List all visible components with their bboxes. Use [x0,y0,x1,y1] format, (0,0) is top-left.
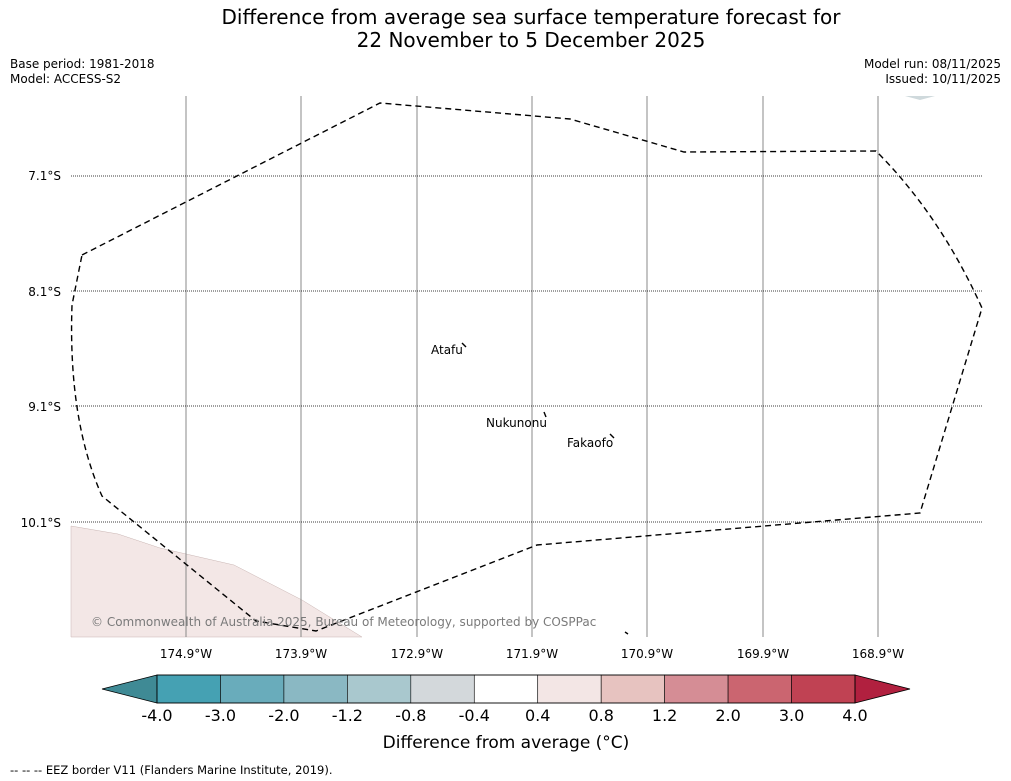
islands [461,342,629,635]
colorbar-cell [347,674,412,704]
land-speck [905,96,935,100]
atafu-island [461,342,467,348]
colorbar-tick-label: -0.4 [459,706,490,725]
parallel-lines [71,175,982,523]
model-name: Model: ACCESS-S2 [10,72,122,86]
colorbar-tick-label: 4.0 [842,706,867,725]
meta-left: Base period: 1981-2018 Model: ACCESS-S2 [10,57,155,87]
place-atafu: Atafu [431,343,463,357]
colorbar-cell [220,674,285,704]
colorbar-cell [156,674,221,704]
lon-labels: 174.9°W 173.9°W 172.9°W 171.9°W 170.9°W … [160,647,904,661]
colorbar-cell [410,674,475,704]
meta-right: Model run: 08/11/2025 Issued: 10/11/2025 [864,57,1001,87]
colorbar-tick-label: -3.0 [205,706,236,725]
lon-label: 170.9°W [621,647,673,661]
colorbar-tick-label: 0.8 [588,706,613,725]
lon-label: 171.9°W [506,647,558,661]
colorbar-tick-label: -2.0 [268,706,299,725]
colorbar-tick-label: 1.2 [652,706,677,725]
colorbar-cell [283,674,348,704]
model-run: Model run: 08/11/2025 [863,57,1001,71]
colorbar-cell [664,674,729,704]
colorbar-cell [537,674,602,704]
lat-label: 8.1°S [28,285,61,299]
colorbar-high-extend [854,674,911,704]
colorbar-cell [727,674,792,704]
colorbar-outline [156,674,856,704]
title-line-2: 22 November to 5 December 2025 [356,28,706,52]
lon-label: 173.9°W [275,647,327,661]
colorbar-tick-label: 2.0 [715,706,740,725]
colorbar: -4.0 -3.0 -2.0 -1.2 -0.8 -0.4 0.4 0.8 1.2 2.0 3.0 4… [101,674,911,725]
colorbar-low-extend [101,674,158,704]
eez-border [70,102,983,632]
colorbar-cell [791,674,856,704]
colorbar-cell [600,674,665,704]
lon-label: 168.9°W [852,647,904,661]
eez-legend-note: -- -- -- EEZ border V11 (Flanders Marine… [10,763,333,777]
title-line-1: Difference from average sea surface temp… [221,5,841,29]
colorbar-tick-label: 0.4 [525,706,550,725]
place-nukunonu: Nukunonu [486,416,547,430]
nukunonu-island [543,411,547,418]
colorbar-tick-label: -1.2 [332,706,363,725]
islet-south [624,631,629,635]
lon-label: 172.9°W [391,647,443,661]
copyright-note: © Commonwealth of Australia 2025, Bureau… [91,615,596,629]
meridian-lines [185,96,879,637]
base-period: Base period: 1981-2018 [10,57,155,71]
fakaofo-island [609,433,615,439]
lat-label: 7.1°S [28,169,61,183]
colorbar-tick-label: -4.0 [141,706,172,725]
lat-label: 10.1°S [21,516,61,530]
lat-label: 9.1°S [28,400,61,414]
colorbar-cell [473,674,539,704]
lon-label: 174.9°W [160,647,212,661]
land-area [70,525,363,638]
place-fakaofo: Fakaofo [567,436,613,450]
colorbar-tick-label: 3.0 [779,706,804,725]
colorbar-label: Difference from average (°C) [382,733,630,753]
lon-label: 169.9°W [737,647,789,661]
map-title: Difference from average sea surface temp… [0,6,1011,52]
lat-labels: 7.1°S 8.1°S 9.1°S 10.1°S [21,169,61,530]
colorbar-tick-label: -0.8 [395,706,426,725]
issued-date: Issued: 10/11/2025 [885,72,1001,86]
